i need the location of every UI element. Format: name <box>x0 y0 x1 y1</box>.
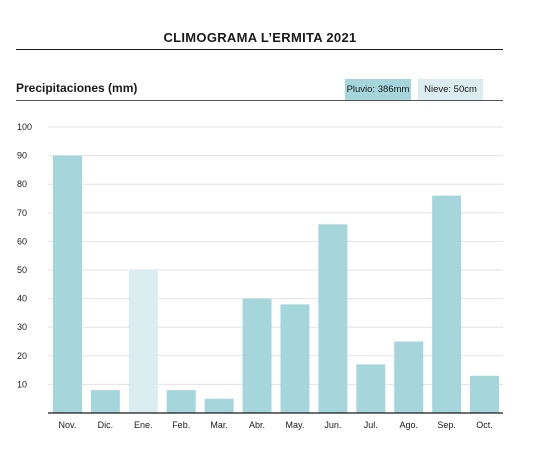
bar <box>204 398 234 413</box>
title-rule <box>16 49 503 50</box>
y-tick-label: 90 <box>17 151 27 161</box>
bar <box>242 298 272 413</box>
x-tick-label: Feb. <box>172 420 190 430</box>
subtitle-rule <box>16 100 503 101</box>
legend-nieve-badge: Nieve: 50cm <box>418 79 483 100</box>
y-tick-label: 20 <box>17 351 27 361</box>
x-tick-label: Jun. <box>324 420 341 430</box>
bar <box>52 155 82 413</box>
chart-title: CLIMOGRAMA L’ERMITA 2021 <box>163 30 357 45</box>
x-tick-label: May. <box>286 420 305 430</box>
x-tick-label: Ene. <box>134 420 153 430</box>
chart-subtitle: Precipitaciones (mm) <box>16 81 138 95</box>
y-tick-label: 80 <box>17 179 27 189</box>
bar <box>394 341 424 413</box>
x-tick-label: Oct. <box>476 420 493 430</box>
bar <box>166 390 196 413</box>
bar <box>280 304 310 413</box>
bar <box>128 270 158 413</box>
bar <box>356 364 386 413</box>
bar <box>318 224 348 413</box>
x-tick-label: Jul. <box>364 420 378 430</box>
x-tick-label: Mar. <box>210 420 228 430</box>
bar <box>90 390 120 413</box>
legend-pluvio-badge: Pluvio: 386mm <box>345 79 411 100</box>
y-tick-label: 60 <box>17 236 27 246</box>
y-tick-label: 10 <box>17 379 27 389</box>
x-tick-label: Dic. <box>98 420 114 430</box>
x-tick-label: Nov. <box>59 420 77 430</box>
y-tick-label: 40 <box>17 294 27 304</box>
y-tick-label: 50 <box>17 265 27 275</box>
x-tick-label: Abr. <box>249 420 265 430</box>
bar <box>432 195 462 413</box>
y-tick-label: 70 <box>17 208 27 218</box>
y-tick-label: 100 <box>17 122 32 132</box>
x-tick-label: Ago. <box>399 420 418 430</box>
y-tick-label: 30 <box>17 322 27 332</box>
bar <box>470 375 500 413</box>
x-tick-label: Sep. <box>437 420 456 430</box>
